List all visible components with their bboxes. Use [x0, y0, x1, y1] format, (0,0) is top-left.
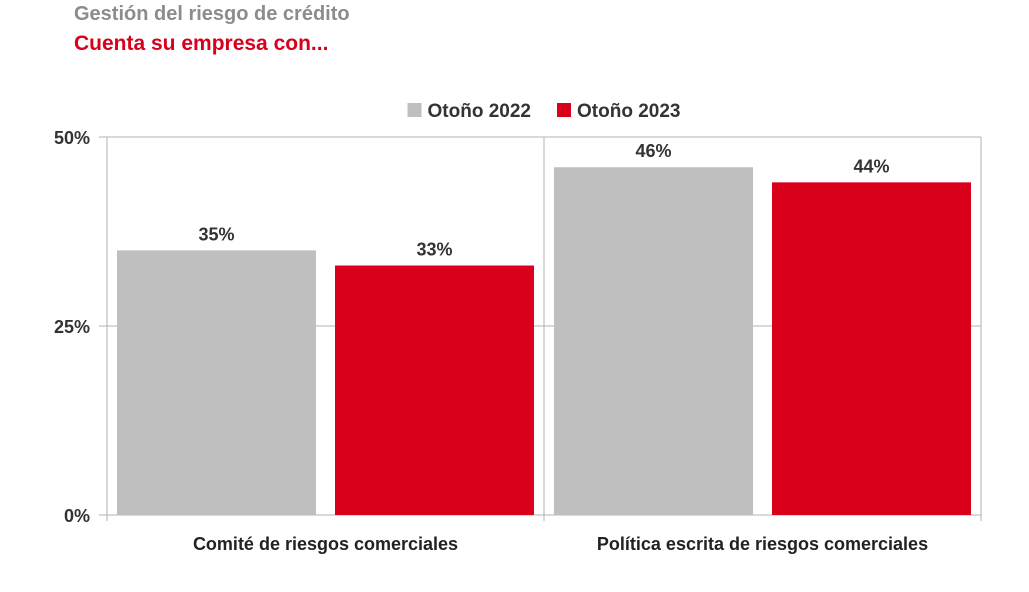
- legend-label: Otoño 2022: [428, 101, 531, 122]
- data-label: 44%: [853, 156, 889, 176]
- bar: [554, 167, 753, 516]
- legend-item: Otoño 2022: [407, 101, 531, 122]
- bar: [772, 182, 971, 516]
- legend-swatch: [407, 103, 422, 117]
- chart-title: Gestión del riesgo de crédito: [74, 3, 350, 25]
- bar-layer: 35% 33% 46% 44%: [117, 141, 971, 516]
- category-label: Política escrita de riesgos comerciales: [597, 534, 928, 554]
- legend-label: Otoño 2023: [577, 101, 680, 122]
- y-tick-label: 50%: [54, 128, 90, 148]
- legend-item: Otoño 2023: [557, 101, 680, 122]
- bar: [117, 250, 316, 515]
- y-tick-label: 25%: [54, 317, 90, 337]
- legend-swatch: [557, 103, 571, 117]
- bar: [335, 265, 534, 515]
- legend: Otoño 2022 Otoño 2023: [407, 101, 680, 122]
- data-label: 46%: [635, 141, 671, 161]
- axis-layer: 0% 25% 50% Comité de riesgos comerciales Pol…: [54, 128, 928, 554]
- category-label: Comité de riesgos comerciales: [193, 534, 458, 554]
- y-tick-label: 0%: [64, 506, 90, 526]
- chart-subtitle: Cuenta su empresa con...: [74, 32, 329, 55]
- data-label: 35%: [198, 224, 234, 244]
- data-label: 33%: [416, 240, 452, 260]
